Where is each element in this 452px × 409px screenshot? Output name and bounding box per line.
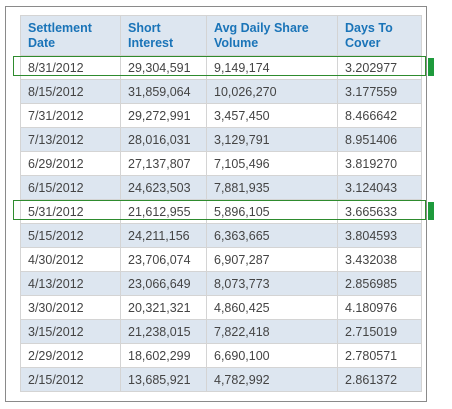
cell-days-to-cover: 2.715019 (337, 319, 422, 344)
header-settlement-date: Settlement Date (20, 15, 121, 56)
cell-short-interest: 24,623,503 (120, 175, 207, 200)
cell-settlement-date: 2/15/2012 (20, 367, 121, 392)
table-row: 7/13/2012 28,016,031 3,129,791 8.951406 (20, 127, 422, 152)
table-row: 7/31/2012 29,272,991 3,457,450 8.466642 (20, 103, 422, 128)
cell-settlement-date: 5/15/2012 (20, 223, 121, 248)
header-short-interest: Short Interest (120, 15, 207, 56)
cell-short-interest: 21,238,015 (120, 319, 207, 344)
cell-settlement-date: 4/13/2012 (20, 271, 121, 296)
cell-avg-daily-volume: 6,363,665 (206, 223, 338, 248)
cell-days-to-cover: 3.665633 (337, 199, 422, 224)
cell-days-to-cover: 4.180976 (337, 295, 422, 320)
cell-short-interest: 28,016,031 (120, 127, 207, 152)
table-row: 2/29/2012 18,602,299 6,690,100 2.780571 (20, 343, 422, 368)
row-highlight-tab (428, 58, 434, 76)
cell-days-to-cover: 3.177559 (337, 79, 422, 104)
cell-days-to-cover: 3.202977 (337, 55, 422, 80)
header-days-to-cover: Days To Cover (337, 15, 422, 56)
cell-settlement-date: 3/15/2012 (20, 319, 121, 344)
cell-avg-daily-volume: 3,129,791 (206, 127, 338, 152)
table-row: 4/30/2012 23,706,074 6,907,287 3.432038 (20, 247, 422, 272)
cell-short-interest: 29,272,991 (120, 103, 207, 128)
table-row: 3/15/2012 21,238,015 7,822,418 2.715019 (20, 319, 422, 344)
cell-days-to-cover: 3.124043 (337, 175, 422, 200)
cell-settlement-date: 6/15/2012 (20, 175, 121, 200)
cell-settlement-date: 8/31/2012 (20, 55, 121, 80)
cell-short-interest: 20,321,321 (120, 295, 207, 320)
cell-short-interest: 13,685,921 (120, 367, 207, 392)
cell-settlement-date: 8/15/2012 (20, 79, 121, 104)
cell-avg-daily-volume: 9,149,174 (206, 55, 338, 80)
cell-short-interest: 18,602,299 (120, 343, 207, 368)
cell-settlement-date: 4/30/2012 (20, 247, 121, 272)
cell-days-to-cover: 8.951406 (337, 127, 422, 152)
table-header-row: Settlement Date Short Interest Avg Daily… (20, 15, 422, 56)
cell-avg-daily-volume: 4,860,425 (206, 295, 338, 320)
cell-days-to-cover: 2.861372 (337, 367, 422, 392)
table-row: 5/15/2012 24,211,156 6,363,665 3.804593 (20, 223, 422, 248)
cell-settlement-date: 6/29/2012 (20, 151, 121, 176)
table-row: 5/31/2012 21,612,955 5,896,105 3.665633 (20, 199, 422, 224)
cell-days-to-cover: 2.780571 (337, 343, 422, 368)
cell-days-to-cover: 8.466642 (337, 103, 422, 128)
table-row: 4/13/2012 23,066,649 8,073,773 2.856985 (20, 271, 422, 296)
table-row: 8/15/2012 31,859,064 10,026,270 3.177559 (20, 79, 422, 104)
cell-short-interest: 21,612,955 (120, 199, 207, 224)
cell-settlement-date: 7/13/2012 (20, 127, 121, 152)
cell-avg-daily-volume: 4,782,992 (206, 367, 338, 392)
row-highlight-tab (428, 202, 434, 220)
cell-avg-daily-volume: 6,907,287 (206, 247, 338, 272)
cell-settlement-date: 2/29/2012 (20, 343, 121, 368)
cell-settlement-date: 3/30/2012 (20, 295, 121, 320)
cell-days-to-cover: 3.432038 (337, 247, 422, 272)
cell-avg-daily-volume: 7,881,935 (206, 175, 338, 200)
short-interest-table: Settlement Date Short Interest Avg Daily… (20, 15, 422, 392)
cell-short-interest: 27,137,807 (120, 151, 207, 176)
cell-avg-daily-volume: 8,073,773 (206, 271, 338, 296)
cell-days-to-cover: 3.819270 (337, 151, 422, 176)
cell-short-interest: 31,859,064 (120, 79, 207, 104)
cell-avg-daily-volume: 6,690,100 (206, 343, 338, 368)
cell-avg-daily-volume: 3,457,450 (206, 103, 338, 128)
table-row: 6/15/2012 24,623,503 7,881,935 3.124043 (20, 175, 422, 200)
cell-short-interest: 29,304,591 (120, 55, 207, 80)
table-row: 6/29/2012 27,137,807 7,105,496 3.819270 (20, 151, 422, 176)
cell-avg-daily-volume: 10,026,270 (206, 79, 338, 104)
table-row: 3/30/2012 20,321,321 4,860,425 4.180976 (20, 295, 422, 320)
table-row: 2/15/2012 13,685,921 4,782,992 2.861372 (20, 367, 422, 392)
cell-short-interest: 23,706,074 (120, 247, 207, 272)
cell-days-to-cover: 2.856985 (337, 271, 422, 296)
header-avg-daily-share-volume: Avg Daily Share Volume (206, 15, 338, 56)
cell-avg-daily-volume: 7,822,418 (206, 319, 338, 344)
cell-settlement-date: 7/31/2012 (20, 103, 121, 128)
cell-days-to-cover: 3.804593 (337, 223, 422, 248)
cell-short-interest: 23,066,649 (120, 271, 207, 296)
table-row: 8/31/2012 29,304,591 9,149,174 3.202977 (20, 55, 422, 80)
cell-avg-daily-volume: 5,896,105 (206, 199, 338, 224)
cell-avg-daily-volume: 7,105,496 (206, 151, 338, 176)
cell-short-interest: 24,211,156 (120, 223, 207, 248)
cell-settlement-date: 5/31/2012 (20, 199, 121, 224)
